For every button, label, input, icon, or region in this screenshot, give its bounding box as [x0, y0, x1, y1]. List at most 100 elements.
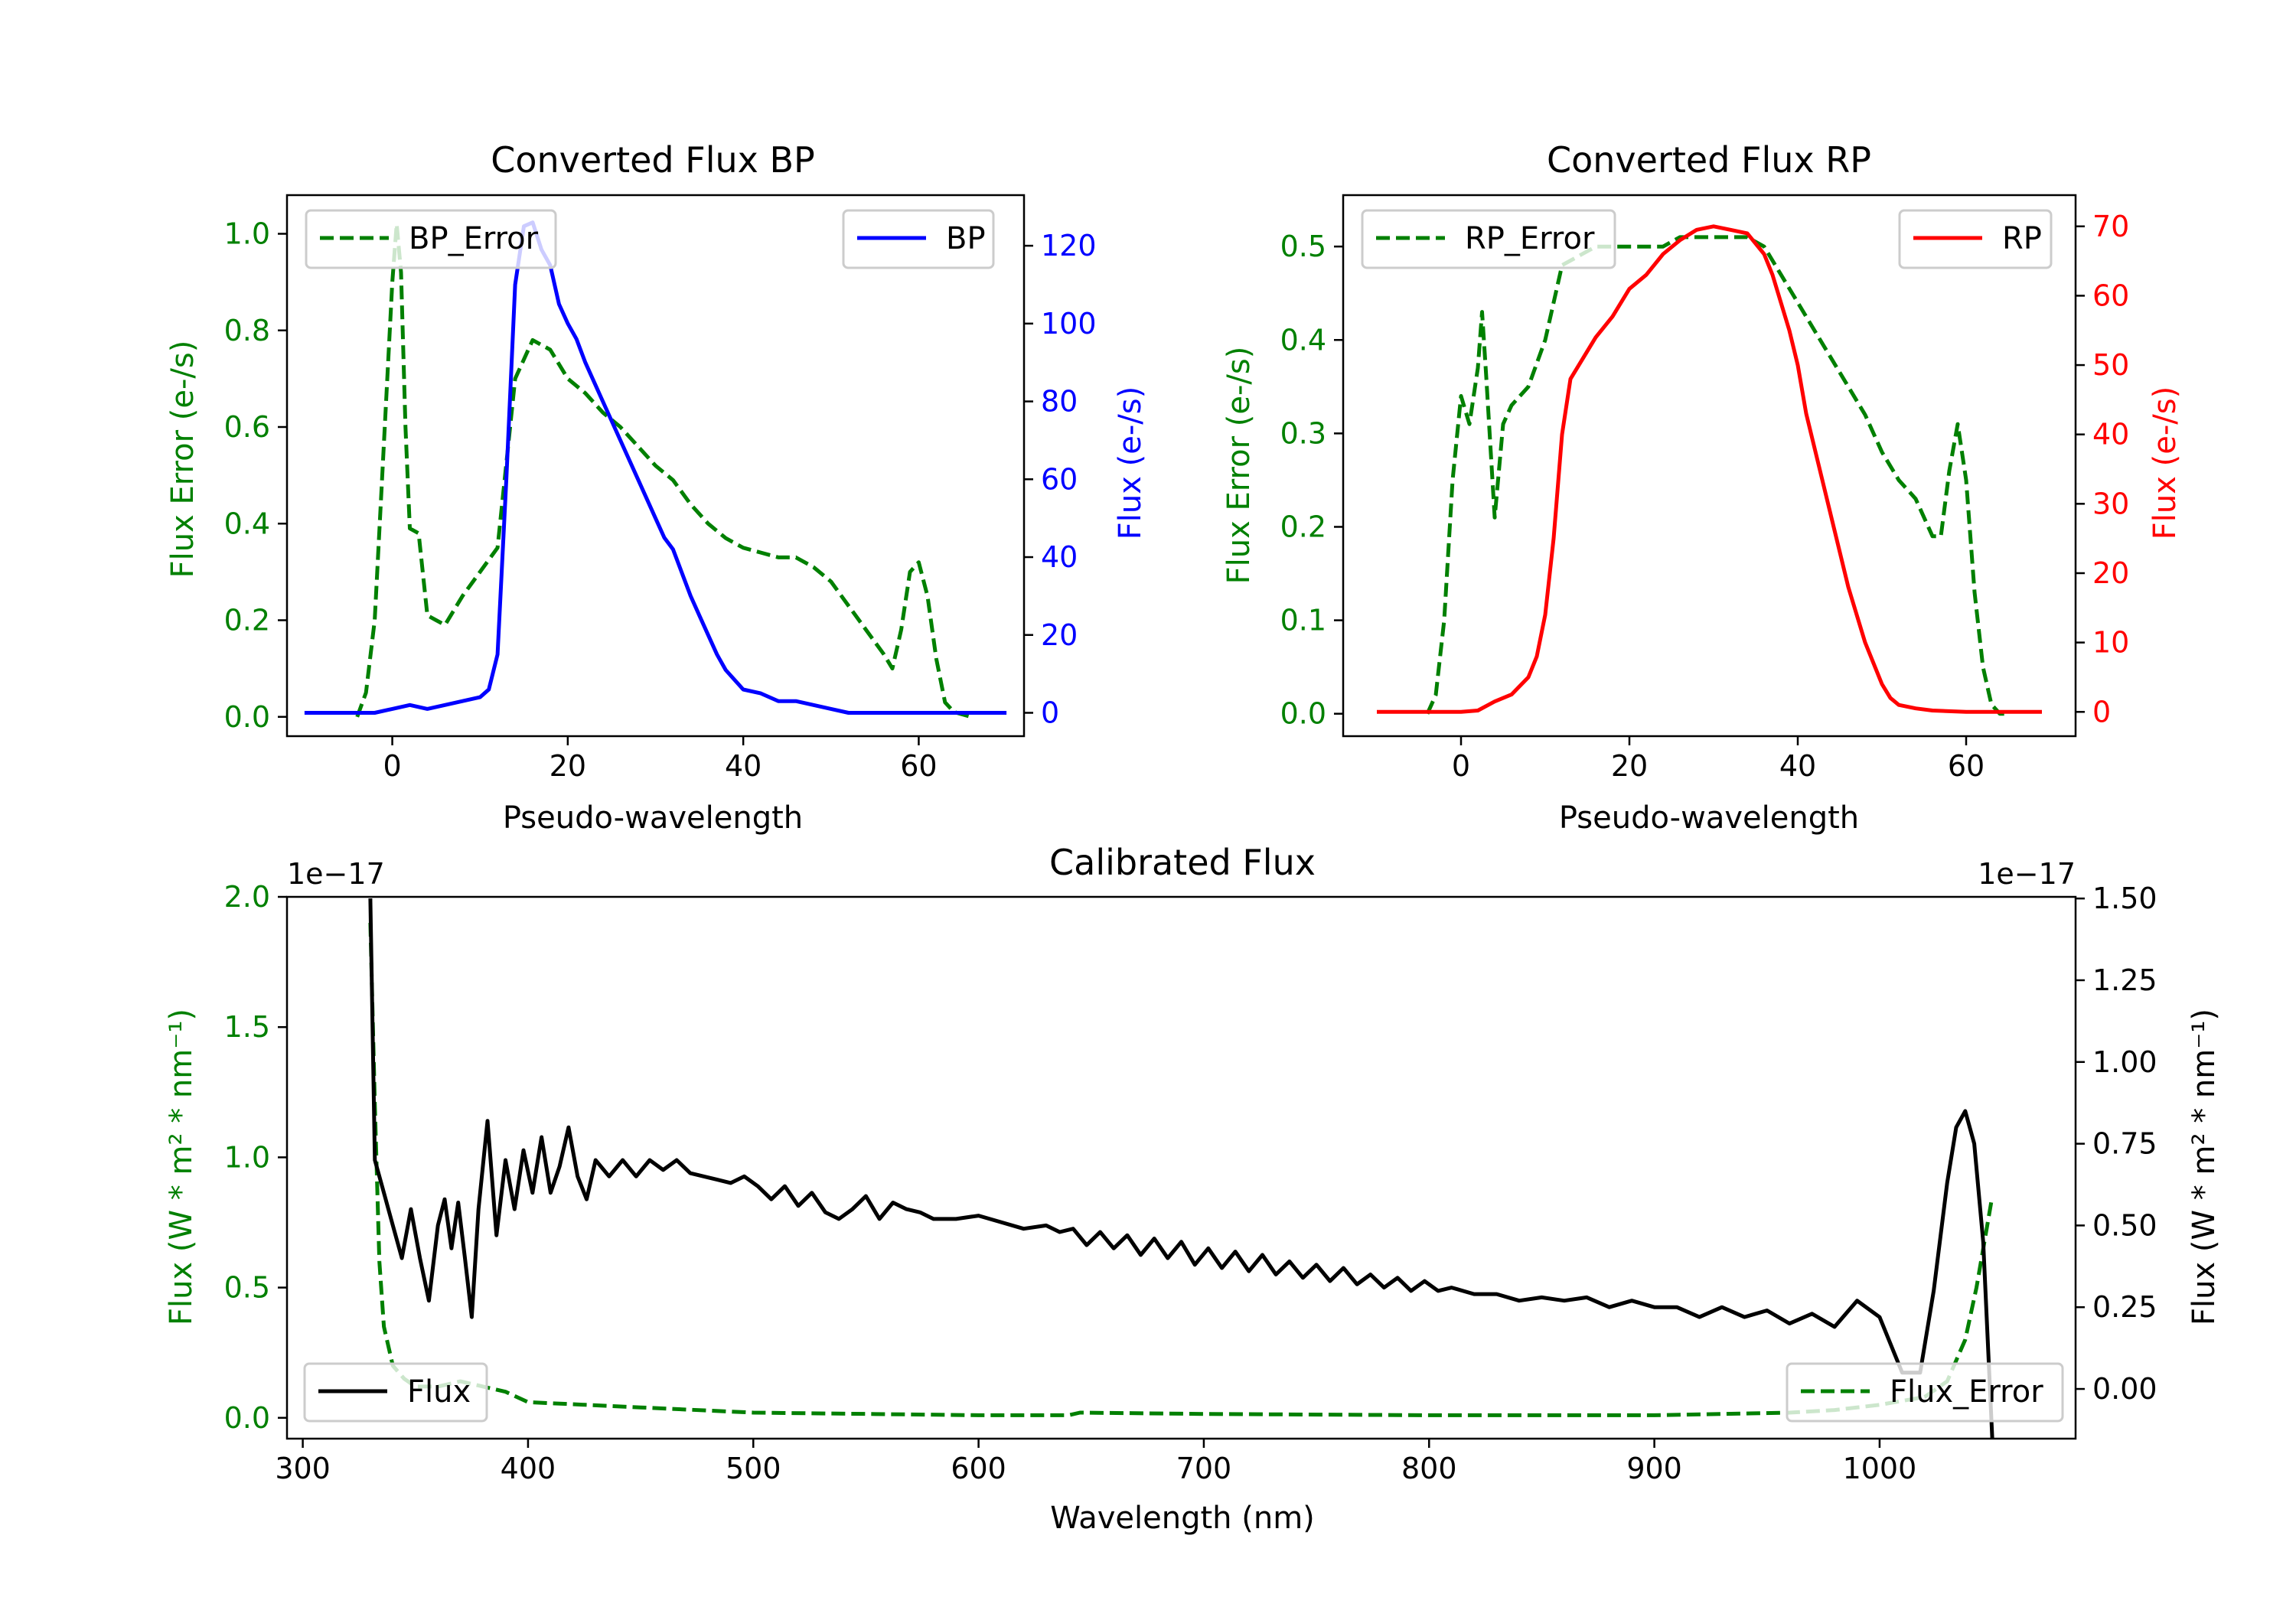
bp-legend-error-box: [305, 209, 557, 269]
rp-right-y-tick-label: 0: [2092, 695, 2111, 729]
bp-left-y-tick-label: 0.4: [224, 507, 270, 540]
rp-left-y-tick-label: 0.0: [1280, 697, 1326, 731]
rp-left-y-label: Flux Error (e-/s): [1221, 347, 1257, 585]
calibrated-right-y-tick-label: 1.00: [2092, 1045, 2157, 1079]
calibrated-series-flux-line: [368, 898, 1994, 1439]
bp-legend-flux: BP: [842, 209, 995, 269]
calibrated-left-y-tick-label: 2.0: [224, 880, 270, 914]
bp-series-bp-error-line: [355, 222, 972, 719]
calibrated-x-label: Wavelength (nm): [1050, 1501, 1315, 1536]
bp-x-label: Pseudo-wavelength: [503, 800, 803, 836]
bp-right-y-tick-label: 60: [1041, 462, 1078, 496]
calibrated-legend-error-box: [1786, 1362, 2064, 1423]
bp-right-y-tick-label: 0: [1041, 696, 1059, 729]
bp-left-y-tick-label: 0.0: [224, 700, 270, 734]
bp-x-tick-label: 40: [725, 749, 762, 783]
bp-axes: 0 20 40 60 0.0 0.2 0.4 0.6 0.8 1.0 0 20 40 60 80 100 120: [224, 194, 1097, 783]
calibrated-left-y-tick-label: 0.5: [224, 1271, 270, 1305]
calibrated-legend-flux: Flux: [303, 1362, 488, 1423]
bp-legend-error-label: BP_Error: [409, 221, 539, 256]
bp-right-y-tick-label: 20: [1041, 618, 1078, 652]
rp-right-y-tick-label: 10: [2092, 626, 2129, 660]
calibrated-left-y-tick-label: 0.0: [224, 1401, 270, 1435]
calibrated-plot-frame: [285, 895, 2077, 1440]
calibrated-legend-flux-label: Flux: [407, 1374, 471, 1410]
bp-legend-error: BP_Error: [305, 209, 557, 269]
rp-legend-error-label: RP_Error: [1465, 221, 1595, 256]
rp-x-tick-label: 20: [1611, 749, 1648, 783]
bp-plot-frame: [285, 194, 1026, 738]
calibrated-right-y-tick-label: 0.75: [2092, 1127, 2157, 1161]
rp-legend-flux-label: RP: [2002, 221, 2042, 256]
rp-right-y-label: Flux (e-/s): [2148, 386, 2183, 539]
rp-panel: Converted Flux RP 0 20 40 60 0.0 0.1 0.2 0.3 0.4…: [1221, 139, 2183, 836]
rp-right-y-tick-label: 70: [2092, 210, 2129, 243]
bp-left-y-tick-label: 0.2: [224, 604, 270, 637]
rp-right-y-tick-label: 20: [2092, 556, 2129, 590]
calibrated-right-y-tick-label: 0.50: [2092, 1208, 2157, 1242]
rp-left-y-tick-label: 0.2: [1280, 510, 1326, 543]
calibrated-right-y-tick-label: 0.25: [2092, 1290, 2157, 1324]
rp-series-rp-error-line: [1425, 235, 2008, 716]
rp-x-label: Pseudo-wavelength: [1559, 800, 1859, 836]
rp-right-y-tick-label: 30: [2092, 487, 2129, 520]
calibrated-left-y-tick-label: 1.5: [224, 1010, 270, 1044]
rp-right-y-tick-label: 50: [2092, 348, 2129, 382]
rp-legend-flux: RP: [1898, 209, 2053, 269]
rp-legend-error-box: [1361, 209, 1616, 269]
bp-left-y-tick-label: 0.6: [224, 410, 270, 444]
bp-right-y-tick-label: 120: [1041, 229, 1097, 262]
rp-left-y-tick-label: 0.5: [1280, 230, 1326, 263]
bp-panel: Converted Flux BP 0 20 40 60 0.0 0.2 0.4 0.6 0.8…: [165, 139, 1148, 836]
bp-right-y-tick-label: 80: [1041, 385, 1078, 419]
bp-x-tick-label: 0: [383, 749, 401, 783]
calibrated-x-tick-label: 700: [1176, 1452, 1232, 1485]
rp-right-y-tick-label: 40: [2092, 418, 2129, 451]
rp-x-tick-label: 0: [1452, 749, 1470, 783]
bp-left-y-tick-label: 1.0: [224, 217, 270, 251]
calibrated-right-y-label: Flux (W * m² * nm⁻¹): [2187, 1009, 2222, 1325]
calibrated-x-tick-label: 500: [726, 1452, 781, 1485]
bp-series-bp-line: [304, 220, 1007, 715]
calibrated-legend-error-label: Flux_Error: [1890, 1374, 2043, 1410]
calibrated-title: Calibrated Flux: [1049, 842, 1316, 883]
rp-legend-error: RP_Error: [1361, 209, 1616, 269]
calibrated-legend-flux-box: [303, 1362, 488, 1423]
bp-right-y-label: Flux (e-/s): [1113, 386, 1148, 539]
rp-axes: 0 20 40 60 0.0 0.1 0.2 0.3 0.4 0.5 0 10 20 30 40 50 60 70: [1280, 194, 2129, 783]
calibrated-x-tick-label: 800: [1401, 1452, 1457, 1485]
calibrated-right-offset-label: 1e−17: [1978, 857, 2076, 891]
calibrated-x-tick-label: 400: [501, 1452, 556, 1485]
calibrated-right-y-tick-label: 1.25: [2092, 963, 2157, 997]
calibrated-legend-error: Flux_Error: [1786, 1362, 2064, 1423]
rp-right-y-tick-label: 60: [2092, 279, 2129, 312]
calibrated-x-tick-label: 600: [951, 1452, 1006, 1485]
bp-x-tick-label: 20: [550, 749, 586, 783]
bp-right-y-tick-label: 40: [1041, 540, 1078, 574]
bp-left-y-tick-label: 0.8: [224, 314, 270, 347]
rp-x-tick-label: 40: [1779, 749, 1816, 783]
rp-plot-frame: [1342, 194, 2077, 738]
bp-legend-flux-label: BP: [946, 221, 986, 256]
bp-left-y-label: Flux Error (e-/s): [165, 341, 201, 579]
calibrated-left-y-tick-label: 1.0: [224, 1140, 270, 1174]
rp-left-y-tick-label: 0.4: [1280, 323, 1326, 357]
bp-x-tick-label: 60: [900, 749, 937, 783]
calibrated-right-y-tick-label: 0.00: [2092, 1372, 2157, 1406]
calibrated-x-tick-label: 1000: [1843, 1452, 1917, 1485]
rp-x-tick-label: 60: [1948, 749, 1985, 783]
calibrated-x-tick-label: 300: [275, 1452, 331, 1485]
rp-series-rp-line: [1377, 224, 2042, 714]
calibrated-right-y-tick-label: 1.50: [2092, 882, 2157, 915]
bp-title: Converted Flux BP: [491, 139, 815, 181]
calibrated-panel: Calibrated Flux 1e−17 1e−17 300 400 500 600…: [164, 842, 2222, 1536]
calibrated-x-tick-label: 900: [1626, 1452, 1682, 1485]
calibrated-axes: 300 400 500 600 700 800 900 1000 0.0 0.5 1.0 1.5 2.0…: [224, 880, 2157, 1485]
rp-left-y-tick-label: 0.1: [1280, 604, 1326, 637]
rp-left-y-tick-label: 0.3: [1280, 416, 1326, 450]
bp-right-y-tick-label: 100: [1041, 307, 1097, 341]
rp-title: Converted Flux RP: [1547, 139, 1871, 181]
calibrated-left-y-label: Flux (W * m² * nm⁻¹): [164, 1009, 199, 1325]
calibrated-left-offset-label: 1e−17: [287, 857, 385, 891]
